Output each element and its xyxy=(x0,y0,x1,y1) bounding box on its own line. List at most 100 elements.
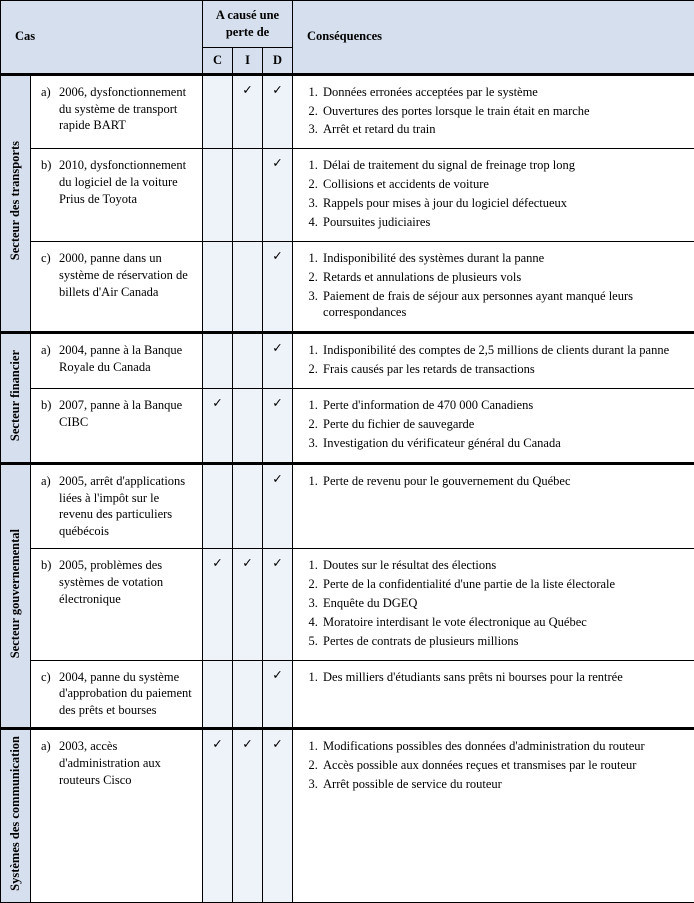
case-text: 2005, problèmes des systèmes de votation… xyxy=(59,557,194,608)
consequence-item: Moratoire interdisant le vote électroniq… xyxy=(321,614,686,631)
case-text: 2003, accès d'administration aux routeur… xyxy=(59,738,194,789)
consequences-cell: Perte de revenu pour le gouvernement du … xyxy=(293,463,694,549)
mark-i: ✓ xyxy=(233,729,263,903)
consequence-item: Retards et annulations de plusieurs vols xyxy=(321,269,686,286)
mark-d: ✓ xyxy=(263,74,293,149)
case-text: 2010, dysfonctionnement du logiciel de l… xyxy=(59,157,194,208)
case-text: 2004, panne à la Banque Royale du Canada xyxy=(59,342,194,376)
case-text: 2000, panne dans un système de réservati… xyxy=(59,250,194,301)
case-letter: b) xyxy=(41,157,59,208)
header-d: D xyxy=(263,47,293,74)
sector-label: Secteur des transports xyxy=(1,74,31,333)
case-cell: c)2004, panne du système d'approbation d… xyxy=(31,660,203,729)
consequences-cell: Perte d'information de 470 000 Canadiens… xyxy=(293,389,694,464)
consequence-item: Perte de revenu pour le gouvernement du … xyxy=(321,473,686,490)
consequence-item: Poursuites judiciaires xyxy=(321,214,686,231)
mark-i: ✓ xyxy=(233,549,263,660)
case-cell: b)2005, problèmes des systèmes de votati… xyxy=(31,549,203,660)
mark-c xyxy=(203,333,233,389)
case-letter: c) xyxy=(41,669,59,720)
consequence-item: Perte de la confidentialité d'une partie… xyxy=(321,576,686,593)
case-text: 2007, panne à la Banque CIBC xyxy=(59,397,194,431)
consequence-item: Investigation du vérificateur général du… xyxy=(321,435,686,452)
mark-d: ✓ xyxy=(263,463,293,549)
consequence-item: Délai de traitement du signal de freinag… xyxy=(321,157,686,174)
mark-d: ✓ xyxy=(263,333,293,389)
case-letter: a) xyxy=(41,738,59,789)
header-cons: Conséquences xyxy=(293,1,694,75)
mark-d: ✓ xyxy=(263,241,293,333)
header-c: C xyxy=(203,47,233,74)
mark-c: ✓ xyxy=(203,549,233,660)
table-body: Secteur des transportsa)2006, dysfonctio… xyxy=(1,74,694,902)
header-cause: A causé une perte de xyxy=(203,1,293,48)
mark-c: ✓ xyxy=(203,729,233,903)
consequence-item: Collisions et accidents de voiture xyxy=(321,176,686,193)
mark-d: ✓ xyxy=(263,549,293,660)
header-i: I xyxy=(233,47,263,74)
mark-i: ✓ xyxy=(233,74,263,149)
consequence-item: Ouvertures des portes lorsque le train é… xyxy=(321,103,686,120)
main-table: Cas A causé une perte de Conséquences C … xyxy=(0,0,694,903)
mark-d: ✓ xyxy=(263,660,293,729)
case-cell: a)2003, accès d'administration aux route… xyxy=(31,729,203,903)
mark-i xyxy=(233,149,263,242)
case-letter: a) xyxy=(41,342,59,376)
mark-d: ✓ xyxy=(263,149,293,242)
consequence-item: Données erronées acceptées par le systèm… xyxy=(321,84,686,101)
case-text: 2004, panne du système d'approbation du … xyxy=(59,669,194,720)
mark-d: ✓ xyxy=(263,389,293,464)
mark-c xyxy=(203,241,233,333)
header-cas: Cas xyxy=(1,1,203,75)
sector-label: Secteur gouvernemental xyxy=(1,463,31,729)
mark-c xyxy=(203,74,233,149)
consequence-item: Perte du fichier de sauvegarde xyxy=(321,416,686,433)
consequences-cell: Indisponibilité des systèmes durant la p… xyxy=(293,241,694,333)
case-cell: b)2010, dysfonctionnement du logiciel de… xyxy=(31,149,203,242)
consequences-cell: Des milliers d'étudiants sans prêts ni b… xyxy=(293,660,694,729)
case-letter: a) xyxy=(41,473,59,541)
consequence-item: Paiement de frais de séjour aux personne… xyxy=(321,288,686,322)
consequence-item: Accès possible aux données reçues et tra… xyxy=(321,757,686,774)
case-letter: b) xyxy=(41,397,59,431)
case-cell: a)2005, arrêt d'applications liées à l'i… xyxy=(31,463,203,549)
case-text: 2006, dysfonctionnement du système de tr… xyxy=(59,84,194,135)
mark-i xyxy=(233,389,263,464)
case-letter: c) xyxy=(41,250,59,301)
consequence-item: Pertes de contrats de plusieurs millions xyxy=(321,633,686,650)
consequence-item: Indisponibilité des systèmes durant la p… xyxy=(321,250,686,267)
case-cell: a)2004, panne à la Banque Royale du Cana… xyxy=(31,333,203,389)
mark-i xyxy=(233,241,263,333)
consequence-item: Modifications possibles des données d'ad… xyxy=(321,738,686,755)
mark-d: ✓ xyxy=(263,729,293,903)
consequences-cell: Modifications possibles des données d'ad… xyxy=(293,729,694,903)
mark-i xyxy=(233,333,263,389)
mark-c xyxy=(203,463,233,549)
case-letter: b) xyxy=(41,557,59,608)
case-cell: a)2006, dysfonctionnement du système de … xyxy=(31,74,203,149)
consequence-item: Indisponibilité des comptes de 2,5 milli… xyxy=(321,342,686,359)
consequences-cell: Données erronées acceptées par le systèm… xyxy=(293,74,694,149)
consequences-cell: Indisponibilité des comptes de 2,5 milli… xyxy=(293,333,694,389)
sector-label: Systèmes des communication xyxy=(1,729,31,903)
case-cell: b)2007, panne à la Banque CIBC xyxy=(31,389,203,464)
consequence-item: Perte d'information de 470 000 Canadiens xyxy=(321,397,686,414)
consequence-item: Enquête du DGEQ xyxy=(321,595,686,612)
mark-c xyxy=(203,149,233,242)
case-text: 2005, arrêt d'applications liées à l'imp… xyxy=(59,473,194,541)
consequence-item: Arrêt et retard du train xyxy=(321,121,686,138)
consequences-cell: Doutes sur le résultat des élections Pert… xyxy=(293,549,694,660)
mark-i xyxy=(233,463,263,549)
mark-i xyxy=(233,660,263,729)
consequence-item: Rappels pour mises à jour du logiciel dé… xyxy=(321,195,686,212)
sector-label: Secteur financier xyxy=(1,333,31,463)
case-letter: a) xyxy=(41,84,59,135)
consequence-item: Des milliers d'étudiants sans prêts ni b… xyxy=(321,669,686,686)
consequence-item: Frais causés par les retards de transact… xyxy=(321,361,686,378)
consequence-item: Doutes sur le résultat des élections xyxy=(321,557,686,574)
case-cell: c)2000, panne dans un système de réserva… xyxy=(31,241,203,333)
consequences-cell: Délai de traitement du signal de freinag… xyxy=(293,149,694,242)
mark-c xyxy=(203,660,233,729)
consequence-item: Arrêt possible de service du routeur xyxy=(321,776,686,793)
mark-c: ✓ xyxy=(203,389,233,464)
